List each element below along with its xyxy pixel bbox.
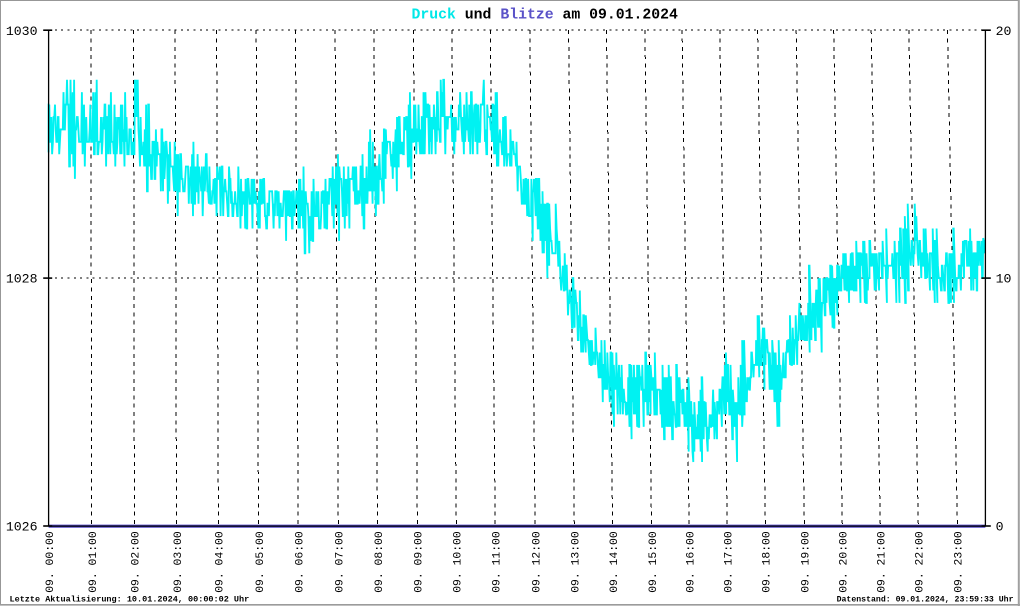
- svg-text:09. 00:00: 09. 00:00: [45, 531, 57, 593]
- svg-text:09. 13:00: 09. 13:00: [571, 531, 583, 593]
- svg-text:09. 10:00: 09. 10:00: [453, 531, 465, 593]
- svg-text:09. 16:00: 09. 16:00: [685, 531, 697, 593]
- svg-text:09. 19:00: 09. 19:00: [801, 531, 813, 593]
- svg-text:09. 17:00: 09. 17:00: [724, 531, 736, 593]
- svg-text:09. 09:00: 09. 09:00: [414, 531, 426, 593]
- svg-text:09. 06:00: 09. 06:00: [295, 531, 307, 593]
- svg-text:09. 04:00: 09. 04:00: [215, 531, 227, 593]
- svg-text:09. 21:00: 09. 21:00: [877, 531, 889, 593]
- svg-text:20: 20: [996, 24, 1012, 39]
- svg-text:1028: 1028: [6, 272, 38, 287]
- svg-text:09. 08:00: 09. 08:00: [374, 531, 386, 593]
- svg-text:Datenstand: 09.01.2024, 23:59:: Datenstand: 09.01.2024, 23:59:33 Uhr: [837, 594, 1014, 604]
- svg-text:09. 12:00: 09. 12:00: [531, 531, 543, 593]
- svg-text:09. 07:00: 09. 07:00: [335, 531, 347, 593]
- svg-text:09. 02:00: 09. 02:00: [131, 531, 143, 593]
- svg-text:09. 14:00: 09. 14:00: [609, 531, 621, 593]
- svg-text:09. 11:00: 09. 11:00: [492, 531, 504, 593]
- svg-text:10: 10: [996, 272, 1012, 287]
- svg-text:09. 01:00: 09. 01:00: [88, 531, 100, 593]
- svg-text:09. 05:00: 09. 05:00: [255, 531, 267, 593]
- svg-text:09. 22:00: 09. 22:00: [915, 531, 927, 593]
- svg-text:09. 20:00: 09. 20:00: [839, 531, 851, 593]
- svg-text:09. 15:00: 09. 15:00: [648, 531, 660, 593]
- svg-text:Druck und Blitze am 09.01.2024: Druck und Blitze am 09.01.2024: [412, 8, 679, 24]
- svg-text:Letzte Aktualisierung: 10.01.2: Letzte Aktualisierung: 10.01.2024, 00:00…: [10, 594, 250, 604]
- svg-text:09. 18:00: 09. 18:00: [762, 531, 774, 593]
- svg-text:0: 0: [996, 520, 1004, 535]
- svg-text:09. 03:00: 09. 03:00: [173, 531, 185, 593]
- svg-text:09. 23:00: 09. 23:00: [954, 531, 966, 593]
- svg-text:1030: 1030: [6, 24, 38, 39]
- svg-text:1026: 1026: [6, 520, 38, 535]
